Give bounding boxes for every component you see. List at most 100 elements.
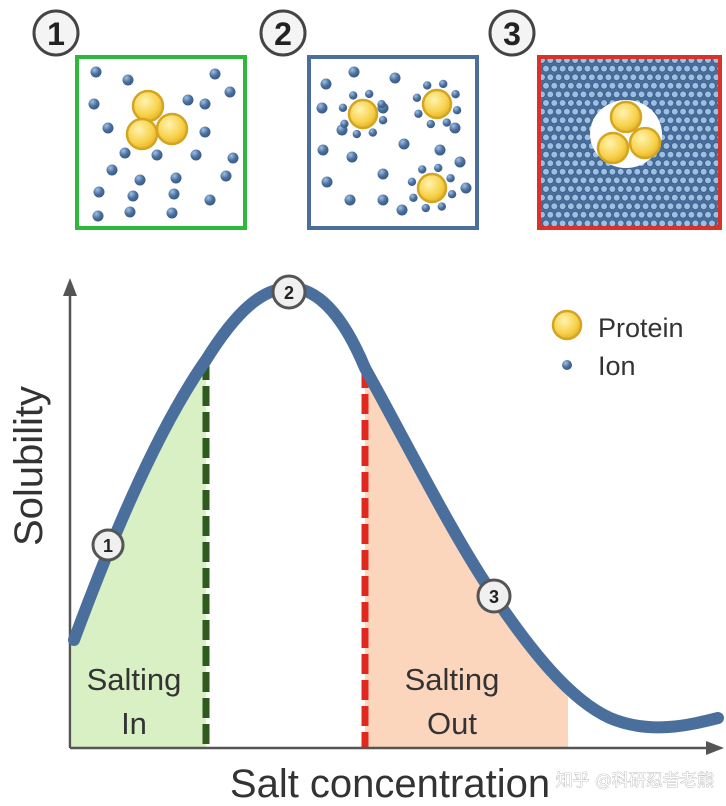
ion-dot [675, 219, 683, 227]
ion-dot [579, 176, 588, 185]
ion-dot [88, 98, 100, 110]
ion-dot [421, 203, 430, 213]
ion-dot [554, 125, 563, 133]
ion-dot [654, 193, 662, 202]
ion-dot [604, 90, 613, 99]
ion-dot [571, 159, 579, 168]
ion-dot [567, 219, 575, 227]
ion-dot [679, 107, 687, 116]
ion-dot [575, 219, 583, 227]
ion-dot [674, 150, 683, 159]
ion-dot [699, 82, 708, 90]
ion-dot [708, 82, 716, 90]
ion-dot [540, 142, 546, 150]
ion-dot [650, 202, 658, 211]
ion-dot [348, 66, 360, 78]
ion-dot [579, 142, 588, 150]
ion-dot [691, 185, 700, 193]
ion-dot [687, 211, 696, 219]
ion-dot [658, 202, 666, 211]
ion-dot [604, 73, 613, 81]
ion-dot [542, 64, 550, 73]
x-axis-arrow [706, 741, 724, 755]
ion-dot [540, 211, 546, 219]
ion-dot [571, 211, 579, 219]
ion-dot [554, 73, 563, 81]
ion-dot [670, 107, 679, 116]
ion-dot [654, 176, 662, 185]
ion-dot [204, 194, 216, 206]
ion-dot [550, 168, 559, 176]
ion-dot [708, 150, 716, 159]
ion-dot [637, 211, 646, 219]
ion-dot [641, 202, 650, 211]
ion-dot [708, 99, 716, 107]
ion-dot [674, 99, 683, 107]
ion-dot [583, 64, 592, 73]
panel-2-proteins [347, 88, 453, 204]
ion-dot [666, 150, 675, 159]
ion-dot [546, 159, 555, 168]
ion-dot [666, 219, 675, 227]
ion-dot [674, 82, 683, 90]
ion-dot [398, 138, 410, 150]
ion-dot [571, 176, 579, 185]
ion-dot [695, 125, 704, 133]
ion-dot [377, 168, 389, 180]
ion-dot [670, 125, 679, 133]
ion-dot [182, 94, 194, 106]
ion-dot [579, 193, 588, 202]
ion-dot [563, 211, 571, 219]
ion-dot [633, 185, 642, 193]
ion-dot [704, 107, 712, 116]
ion-dot [220, 170, 232, 182]
ion-dot [542, 82, 550, 90]
ion-dot [583, 150, 592, 159]
ion-dot [592, 219, 600, 227]
ion-dot [591, 64, 600, 73]
ion-dot [704, 159, 712, 168]
ion-dot [579, 159, 588, 168]
ion-dot [691, 202, 700, 211]
ion-dot [579, 90, 588, 99]
ion-dot [540, 90, 546, 99]
ion-dot [554, 107, 563, 116]
ion-dot [633, 219, 642, 227]
ion-dot [658, 99, 666, 107]
ion-dot [575, 116, 583, 124]
ion-dot [567, 116, 575, 124]
ion-dot [571, 142, 579, 150]
ion-dot [662, 176, 671, 185]
ion-dot [679, 73, 687, 81]
ion-dot [658, 219, 666, 227]
ion-dot [666, 82, 675, 90]
ion-dot [546, 107, 555, 116]
ion-dot [604, 193, 613, 202]
ion-dot [699, 202, 708, 211]
ion-dot [658, 185, 666, 193]
ion-dot [558, 219, 567, 227]
curve-marker-2: 2 [271, 274, 307, 310]
ion-dot [550, 99, 559, 107]
ion-dot [704, 193, 712, 202]
ion-dot [691, 168, 700, 176]
salting-out-label-line2: Out [427, 706, 477, 741]
ion-dot [563, 159, 571, 168]
ion-dot [625, 219, 633, 227]
ion-dot [679, 142, 687, 150]
panel-number-badge-3 [488, 9, 536, 57]
ion-dot [683, 116, 691, 124]
panel-1-ions [88, 66, 239, 222]
ion-dot [554, 142, 563, 150]
ion-dot [687, 193, 696, 202]
ion-dot [340, 119, 349, 128]
ion-dot [708, 116, 716, 124]
legend-protein-label: Protein [598, 313, 684, 343]
salting-in-label-line2: In [121, 706, 147, 741]
ion-dot [695, 90, 704, 99]
ion-dot [550, 82, 559, 90]
ion-dot [629, 176, 638, 185]
ion-dot [670, 73, 679, 81]
watermark: 知乎 @科研忍者老熊 [556, 771, 714, 791]
ion-dot [625, 185, 633, 193]
